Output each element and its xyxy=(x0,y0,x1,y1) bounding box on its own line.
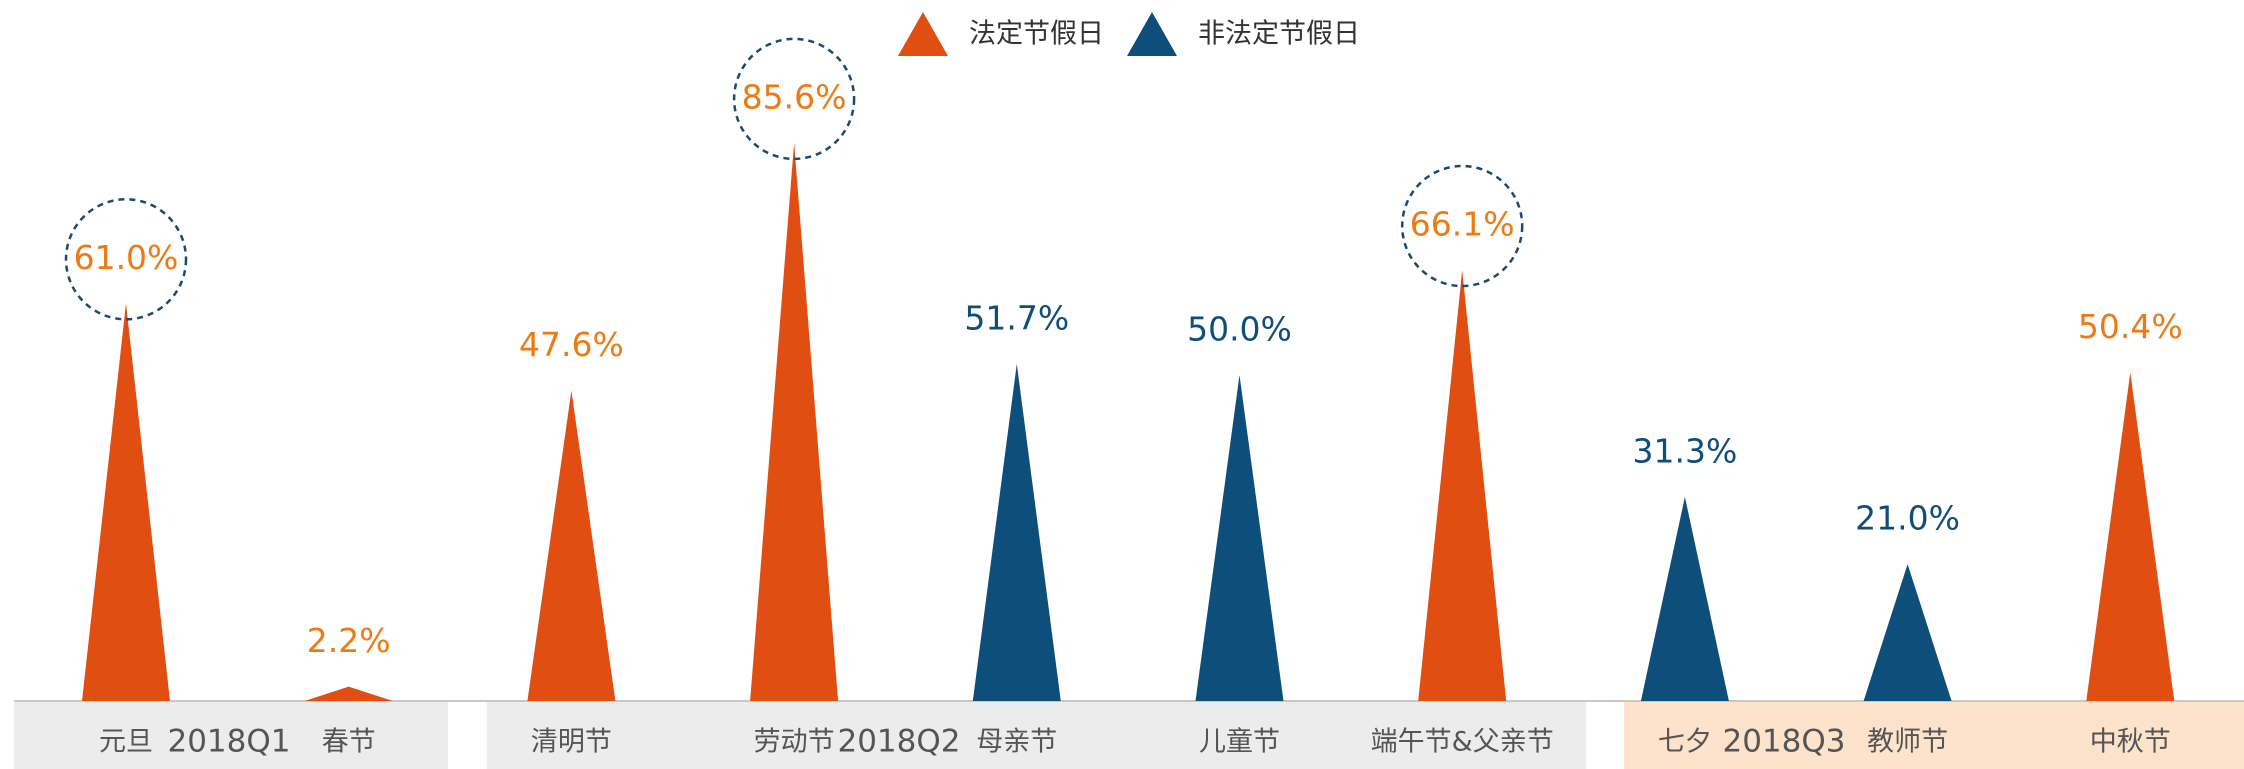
value-label: 66.1% xyxy=(1410,205,1515,244)
value-label: 85.6% xyxy=(742,77,847,116)
triangle xyxy=(1640,496,1729,701)
triangle xyxy=(2086,372,2175,701)
value-label: 31.3% xyxy=(1632,431,1737,470)
x-tick-label: 端午节&父亲节 xyxy=(1371,727,1554,758)
value-label: 50.4% xyxy=(2078,307,2183,346)
triangle xyxy=(1195,375,1284,701)
group-label: 2018Q2 xyxy=(837,724,960,760)
highlight-circle xyxy=(64,198,188,321)
triangle xyxy=(1418,270,1507,701)
triangle xyxy=(972,363,1061,701)
x-tick-label: 儿童节 xyxy=(1199,727,1280,758)
x-tick-label: 劳动节 xyxy=(754,727,835,758)
triangle xyxy=(82,303,170,701)
legend-label: 非法定节假日 xyxy=(1198,19,1360,50)
triangle xyxy=(304,686,393,701)
triangle xyxy=(1863,564,1952,701)
value-label: 47.6% xyxy=(519,325,624,364)
triangle xyxy=(750,142,839,701)
triangle xyxy=(527,390,616,701)
x-tick-label: 七夕 xyxy=(1658,727,1712,758)
highlight-circle xyxy=(732,37,856,161)
x-tick-label: 元旦 xyxy=(99,727,153,758)
group-band xyxy=(487,701,1586,769)
value-label: 61.0% xyxy=(74,238,179,277)
legend-swatch xyxy=(898,12,948,56)
highlight-circle xyxy=(1400,164,1524,288)
group-band xyxy=(14,701,448,769)
value-label: 21.0% xyxy=(1855,499,1960,538)
x-tick-label: 教师节 xyxy=(1867,727,1948,758)
x-tick-label: 春节 xyxy=(322,727,376,758)
legend-label: 法定节假日 xyxy=(969,19,1104,50)
x-tick-label: 母亲节 xyxy=(976,727,1057,758)
value-label: 50.0% xyxy=(1187,310,1292,349)
value-label: 51.7% xyxy=(964,298,1069,337)
group-label: 2018Q1 xyxy=(167,724,290,760)
legend-swatch xyxy=(1127,12,1177,56)
x-tick-label: 中秋节 xyxy=(2090,727,2171,758)
x-tick-label: 清明节 xyxy=(531,727,612,758)
group-band xyxy=(1624,701,2244,769)
group-label: 2018Q3 xyxy=(1722,724,1845,760)
value-label: 2.2% xyxy=(307,621,391,660)
